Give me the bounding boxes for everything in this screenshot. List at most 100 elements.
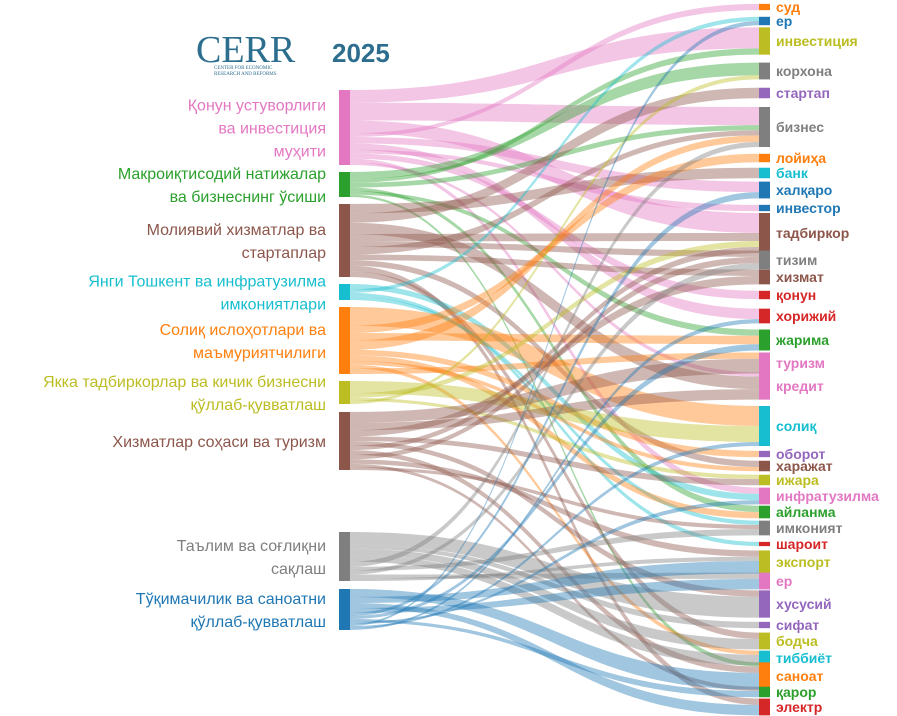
target-node [759,505,770,519]
flow-link [350,355,759,519]
flow-link [350,389,759,431]
flow-link [350,333,759,345]
source-node [339,412,350,470]
target-node [759,698,770,716]
source-label-line: муҳити [274,144,326,161]
flow-link [350,572,759,579]
target-node [759,550,770,574]
flow-link [350,296,759,525]
target-node [759,3,770,11]
target-label: инвестор [776,200,841,216]
flow-link [350,241,759,398]
source-label: Солиқ ислоҳотлари ва маъмуриятчилиги [160,322,327,362]
flow-link [350,555,759,666]
target-label: стартап [776,85,830,101]
target-node [759,460,770,472]
target-label: хорижий [776,308,836,324]
source-label: Таълим ва соғлиқни сақлаш [177,538,326,578]
target-label: банк [776,165,809,181]
source-label: Тўқимачилик ва саноатни қўллаб-қувватлаш [136,591,326,631]
target-node [759,487,770,505]
flow-link [350,135,759,350]
target-node [759,662,770,690]
flow-link [350,459,759,557]
target-node [759,352,770,374]
target-label: имконият [776,520,843,536]
target-node [759,329,770,351]
target-node [759,153,770,163]
logo: CERR CENTER FOR ECONOMIC RESEARCH AND RE… [196,29,296,77]
flow-link [350,271,759,639]
flow-link [350,162,759,377]
source-label-line: Хизматлар соҳаси ва туризм [112,434,326,451]
flow-link [350,222,759,390]
flow-link [350,191,759,336]
target-node [759,632,770,650]
source-label-line: Макроиқтисодий натижалар [118,166,326,183]
target-label: хизмат [776,269,824,285]
source-label-line: Таълим ва соғлиқни [177,538,326,555]
target-label: жарима [775,332,829,348]
target-label: солиқ [776,418,817,434]
nodes [339,3,770,716]
flow-link [350,192,759,616]
target-node [759,308,770,324]
target-node [759,87,770,99]
target-label: электр [776,699,822,715]
target-node [759,16,770,26]
flow-link [350,153,759,300]
flow-link [350,153,759,334]
target-label: харажат [776,458,833,474]
flow-link [350,344,759,619]
node-labels: Қонун устуворлиги ва инвестиция муҳити Макр… [43,0,879,715]
source-node [339,90,350,165]
flow-link [350,578,759,613]
target-label: тизим [776,252,817,268]
flow-link [350,358,759,423]
target-label: суд [776,0,800,15]
flow-link [350,167,759,214]
target-node [759,62,770,80]
flow-link [350,560,759,603]
target-node [759,167,770,179]
target-node [759,269,770,285]
source-label: Хизматлар соҳаси ва туризм [112,434,326,451]
source-label-line: стартаплар [242,245,327,262]
flow-link [350,187,759,512]
flow-link [350,589,759,690]
flow-link [350,87,759,223]
source-label-line: Янги Тошкент ва инфратузилма [88,274,326,291]
source-node [339,172,350,197]
target-node [759,541,770,547]
source-label: Макроиқтисодий натижалар ва бизнеснинг ўс… [118,166,326,206]
source-label: Янги Тошкент ва инфратузилма имкониятлари [88,274,326,314]
year-label: 2025 [332,38,390,68]
flow-link [350,125,759,188]
target-label: корхона [776,63,832,79]
target-label: туризм [776,355,825,371]
target-label: инфратузилма [776,488,879,504]
logo-text: CERR [196,29,296,71]
flow-link [350,441,759,597]
target-node [759,290,770,300]
flow-link [350,141,759,567]
source-label-line: Қонун устуворлиги [188,98,326,115]
flow-link [350,143,759,320]
flow-link [350,137,759,193]
source-label-line: Якка тадбиркорлар ва кичик бизнесни [43,374,326,391]
flow-link [350,102,759,126]
target-label: лойиҳа [776,150,826,166]
flow-link [350,544,759,629]
flow-link [350,158,759,494]
target-node [759,213,770,253]
flow-link [350,16,759,293]
target-node [759,686,770,698]
flow-link [350,62,759,180]
flow-link [350,233,759,242]
flow-link [350,319,759,630]
source-label: Молиявий хизматлар ва стартаплар [147,222,327,262]
flow-link [350,360,759,472]
target-node [759,621,770,629]
source-label-line: Молиявий хизматлар ва [147,222,327,239]
flow-link [350,254,759,276]
